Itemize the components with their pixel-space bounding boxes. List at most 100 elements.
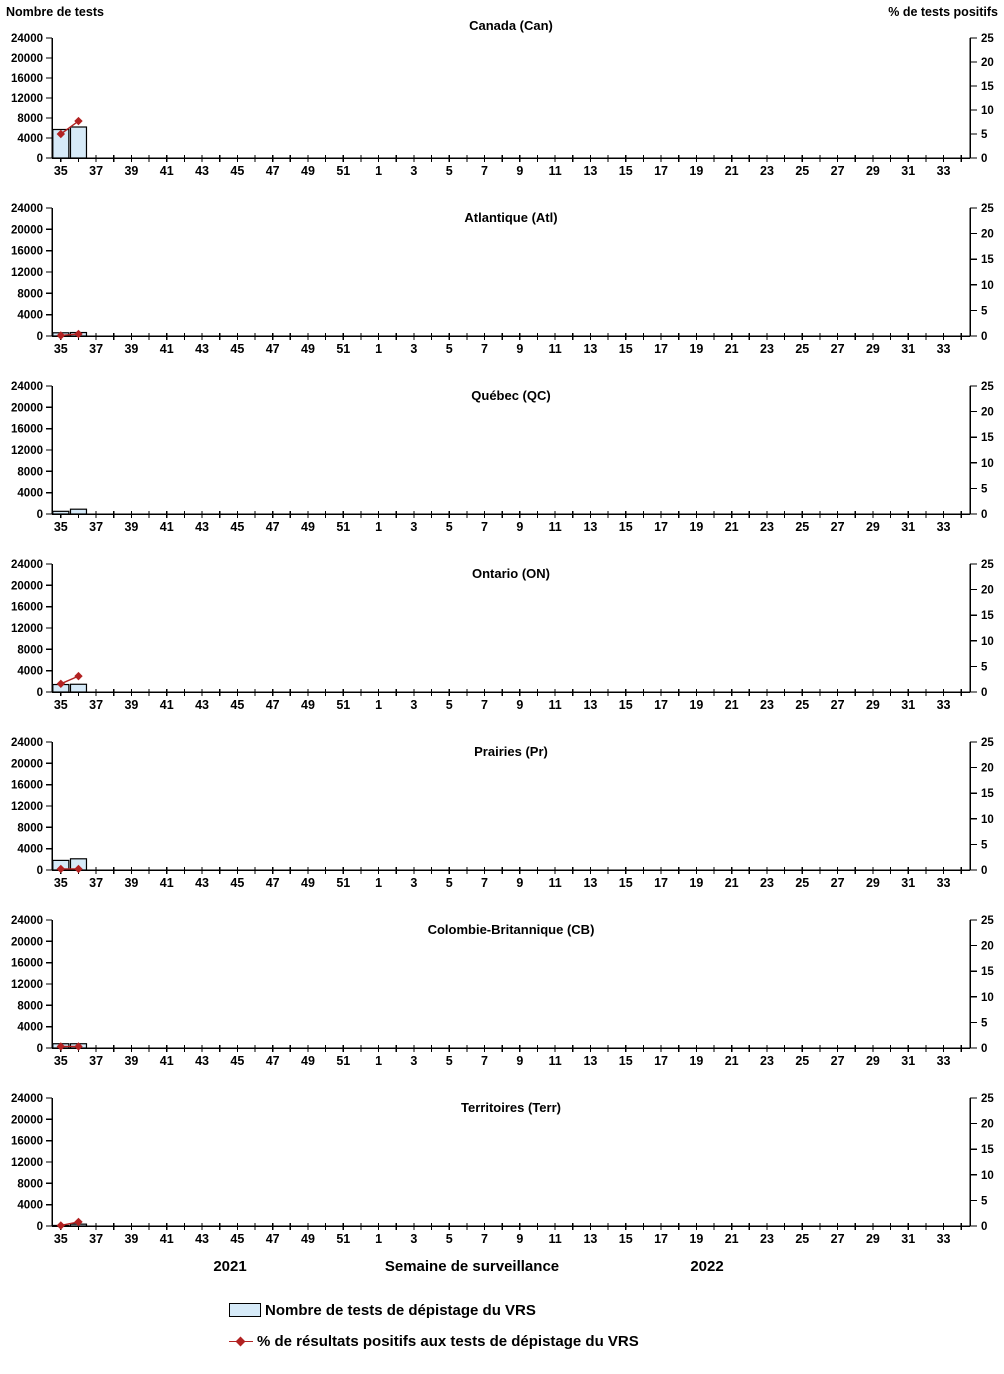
week-tick-label: 45 [230, 1232, 244, 1246]
left-tick-label: 16000 [11, 780, 43, 792]
week-tick-label: 31 [901, 1232, 915, 1246]
left-tick-label: 0 [37, 153, 43, 165]
right-tick-label: 5 [981, 305, 988, 317]
left-tick-label: 20000 [11, 936, 43, 948]
legend-bar-label: Nombre de tests de dépistage du VRS [265, 1301, 536, 1319]
week-tick-label: 15 [619, 520, 633, 534]
left-tick-label: 4000 [17, 1200, 43, 1212]
week-tick-label: 37 [89, 1232, 103, 1246]
left-tick-label: 0 [37, 331, 43, 343]
week-tick-label: 27 [831, 1232, 845, 1246]
left-tick-label: 20000 [11, 402, 43, 414]
legend-item-tests: Nombre de tests de dépistage du VRS [229, 1298, 639, 1322]
week-tick-label: 35 [54, 342, 68, 356]
left-tick-label: 4000 [17, 488, 43, 500]
week-tick-label: 39 [124, 164, 138, 178]
left-tick-label: 4000 [17, 133, 43, 145]
left-tick-label: 8000 [17, 113, 43, 125]
left-tick-label: 12000 [11, 801, 43, 813]
left-tick-label: 8000 [17, 288, 43, 300]
week-tick-label: 41 [160, 876, 174, 890]
week-tick-label: 35 [54, 698, 68, 712]
week-tick-label: 7 [481, 520, 488, 534]
week-tick-label: 3 [410, 164, 417, 178]
right-tick-label: 15 [981, 610, 994, 622]
week-tick-label: 15 [619, 698, 633, 712]
panel-title: Canada (Can) [469, 18, 553, 33]
left-tick-label: 16000 [11, 602, 43, 614]
week-tick-label: 5 [446, 1054, 453, 1068]
week-tick-label: 3 [410, 1232, 417, 1246]
right-tick-label: 15 [981, 1144, 994, 1156]
week-tick-label: 11 [549, 342, 562, 356]
right-tick-label: 0 [981, 509, 987, 521]
week-tick-label: 45 [230, 876, 244, 890]
left-tick-label: 0 [37, 509, 43, 521]
week-tick-label: 13 [583, 876, 597, 890]
right-tick-label: 0 [981, 331, 987, 343]
right-tick-label: 5 [981, 1195, 988, 1207]
left-tick-label: 12000 [11, 979, 43, 991]
week-tick-label: 11 [549, 698, 562, 712]
right-tick-label: 25 [981, 1093, 994, 1105]
percent-positive-marker [74, 329, 83, 339]
right-tick-label: 20 [981, 1119, 994, 1131]
right-tick-label: 20 [981, 229, 994, 241]
week-tick-label: 1 [375, 520, 382, 534]
right-tick-label: 10 [981, 814, 994, 826]
week-tick-label: 49 [301, 876, 315, 890]
week-tick-label: 15 [619, 164, 633, 178]
week-tick-label: 9 [516, 164, 523, 178]
week-tick-label: 13 [583, 520, 597, 534]
right-tick-label: 10 [981, 992, 994, 1004]
week-tick-label: 51 [336, 1054, 350, 1068]
left-tick-label: 4000 [17, 310, 43, 322]
percent-positive-marker [74, 671, 83, 681]
week-tick-label: 11 [549, 876, 562, 890]
chart-panels: Nombre de tests % de tests positifs Canada… [6, 5, 998, 1246]
right-tick-label: 15 [981, 81, 994, 93]
percent-positive-marker [56, 129, 66, 139]
week-tick-label: 25 [795, 1054, 809, 1068]
week-tick-label: 41 [160, 1054, 174, 1068]
left-tick-label: 12000 [11, 445, 43, 457]
week-tick-label: 31 [901, 164, 915, 178]
week-tick-label: 5 [446, 1232, 453, 1246]
right-tick-label: 15 [981, 432, 994, 444]
week-tick-label: 19 [689, 876, 703, 890]
week-tick-label: 27 [831, 520, 845, 534]
week-tick-label: 21 [725, 698, 739, 712]
week-tick-label: 33 [937, 1232, 951, 1246]
right-tick-label: 25 [981, 33, 994, 45]
week-tick-label: 1 [375, 342, 382, 356]
week-tick-label: 51 [336, 1232, 350, 1246]
week-tick-label: 25 [795, 520, 809, 534]
left-tick-label: 20000 [11, 758, 43, 770]
week-tick-label: 43 [195, 1232, 209, 1246]
week-tick-label: 39 [124, 342, 138, 356]
right-axis-title: % de tests positifs [888, 5, 998, 19]
right-tick-label: 20 [981, 407, 994, 419]
panel-title: Québec (QC) [471, 388, 550, 403]
week-tick-label: 15 [619, 876, 633, 890]
left-tick-label: 24000 [11, 1093, 43, 1105]
panel-title: Ontario (ON) [472, 566, 550, 581]
right-tick-label: 20 [981, 57, 994, 69]
left-tick-label: 16000 [11, 424, 43, 436]
week-tick-label: 21 [725, 876, 739, 890]
week-tick-label: 27 [831, 1054, 845, 1068]
week-tick-label: 41 [160, 520, 174, 534]
right-tick-label: 10 [981, 458, 994, 470]
left-tick-label: 24000 [11, 381, 43, 393]
right-tick-label: 25 [981, 915, 994, 927]
percent-positive-marker [56, 331, 66, 340]
week-tick-label: 17 [654, 1232, 668, 1246]
week-tick-label: 49 [301, 520, 315, 534]
week-tick-label: 31 [901, 342, 915, 356]
percent-positive-line [60, 675, 79, 685]
left-tick-label: 0 [37, 1221, 43, 1233]
week-tick-label: 5 [446, 342, 453, 356]
week-tick-label: 35 [54, 520, 68, 534]
left-tick-label: 12000 [11, 1157, 43, 1169]
right-tick-label: 0 [981, 865, 987, 877]
